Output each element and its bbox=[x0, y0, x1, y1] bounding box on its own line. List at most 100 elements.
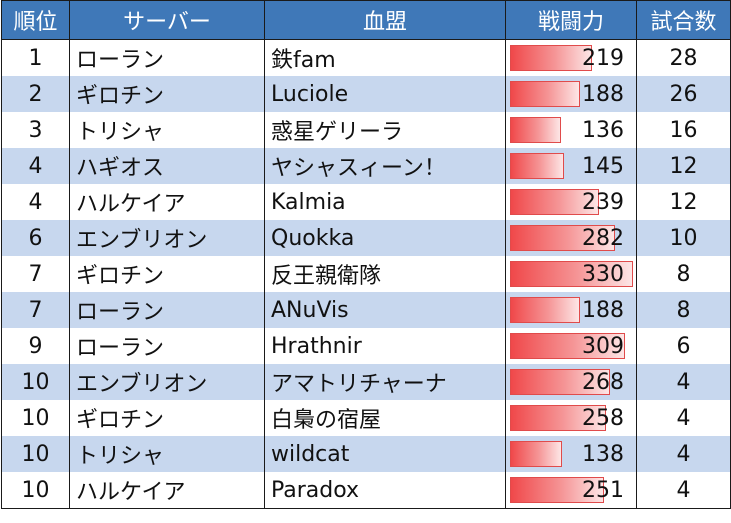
power-value: 282 bbox=[582, 225, 624, 251]
power-value: 145 bbox=[582, 153, 624, 179]
table-row: 4 ハルケイア Kalmia 239 12 bbox=[1, 184, 731, 220]
server-cell: ハルケイア bbox=[69, 184, 265, 220]
power-bar bbox=[510, 117, 561, 143]
rank-cell: 10 bbox=[1, 436, 70, 472]
guild-cell: Kalmia bbox=[264, 184, 506, 220]
rank-cell: 10 bbox=[1, 364, 70, 400]
power-value: 188 bbox=[582, 81, 624, 107]
header-rank: 順位 bbox=[1, 0, 70, 40]
power-bar bbox=[510, 153, 564, 179]
table-row: 10 ハルケイア Paradox 251 4 bbox=[1, 472, 731, 509]
guild-cell: Paradox bbox=[264, 472, 506, 509]
header-row: 順位 サーバー 血盟 戦闘力 試合数 bbox=[1, 0, 731, 40]
power-cell: 330 bbox=[505, 256, 637, 292]
guild-cell: Quokka bbox=[264, 220, 506, 256]
power-cell: 251 bbox=[505, 472, 637, 509]
power-value: 136 bbox=[582, 117, 624, 143]
power-value: 268 bbox=[582, 369, 624, 395]
server-cell: エンブリオン bbox=[69, 364, 265, 400]
matches-cell: 26 bbox=[636, 76, 731, 112]
power-value: 188 bbox=[582, 297, 624, 323]
table-row: 2 ギロチン Luciole 188 26 bbox=[1, 76, 731, 112]
server-cell: ギロチン bbox=[69, 76, 265, 112]
power-bar bbox=[510, 45, 592, 71]
server-cell: ハルケイア bbox=[69, 472, 265, 509]
power-bar bbox=[510, 81, 580, 107]
table-row: 7 ギロチン 反王親衛隊 330 8 bbox=[1, 256, 731, 292]
power-bar bbox=[510, 225, 615, 251]
power-value: 330 bbox=[582, 261, 624, 287]
server-cell: ローラン bbox=[69, 39, 265, 76]
power-cell: 188 bbox=[505, 292, 637, 328]
matches-cell: 4 bbox=[636, 472, 731, 509]
rank-cell: 7 bbox=[1, 292, 70, 328]
header-guild: 血盟 bbox=[264, 0, 506, 40]
server-cell: ギロチン bbox=[69, 400, 265, 436]
guild-cell: 鉄fam bbox=[264, 39, 506, 76]
power-bar bbox=[510, 441, 562, 467]
power-cell: 258 bbox=[505, 400, 637, 436]
power-bar bbox=[510, 477, 604, 503]
rank-cell: 4 bbox=[1, 184, 70, 220]
rank-cell: 9 bbox=[1, 328, 70, 364]
power-cell: 138 bbox=[505, 436, 637, 472]
power-cell: 239 bbox=[505, 184, 637, 220]
power-bar bbox=[510, 297, 580, 323]
table-row: 9 ローラン Hrathnir 309 6 bbox=[1, 328, 731, 364]
table-row: 7 ローラン ANuVis 188 8 bbox=[1, 292, 731, 328]
power-cell: 136 bbox=[505, 112, 637, 148]
guild-cell: Hrathnir bbox=[264, 328, 506, 364]
power-cell: 145 bbox=[505, 148, 637, 184]
table-row: 10 トリシャ wildcat 138 4 bbox=[1, 436, 731, 472]
rank-cell: 10 bbox=[1, 472, 70, 509]
power-value: 309 bbox=[582, 333, 624, 359]
guild-cell: 惑星ゲリーラ bbox=[264, 112, 506, 148]
server-cell: ギロチン bbox=[69, 256, 265, 292]
matches-cell: 10 bbox=[636, 220, 731, 256]
power-bar bbox=[510, 261, 633, 287]
power-bar bbox=[510, 189, 599, 215]
server-cell: ローラン bbox=[69, 328, 265, 364]
rank-cell: 6 bbox=[1, 220, 70, 256]
table-row: 3 トリシャ 惑星ゲリーラ 136 16 bbox=[1, 112, 731, 148]
server-cell: エンブリオン bbox=[69, 220, 265, 256]
matches-cell: 4 bbox=[636, 400, 731, 436]
rank-cell: 3 bbox=[1, 112, 70, 148]
guild-cell: ヤシャスィーン！ bbox=[264, 148, 506, 184]
matches-cell: 12 bbox=[636, 184, 731, 220]
header-power: 戦闘力 bbox=[505, 0, 637, 40]
power-cell: 309 bbox=[505, 328, 637, 364]
matches-cell: 8 bbox=[636, 256, 731, 292]
guild-cell: アマトリチャーナ bbox=[264, 364, 506, 400]
guild-cell: wildcat bbox=[264, 436, 506, 472]
matches-cell: 16 bbox=[636, 112, 731, 148]
guild-cell: 反王親衛隊 bbox=[264, 256, 506, 292]
power-value: 239 bbox=[582, 189, 624, 215]
table-row: 10 ギロチン 白梟の宿屋 258 4 bbox=[1, 400, 731, 436]
power-cell: 188 bbox=[505, 76, 637, 112]
table-row: 1 ローラン 鉄fam 219 28 bbox=[1, 39, 731, 76]
ranking-table: 順位 サーバー 血盟 戦闘力 試合数 1 ローラン 鉄fam 219 28 2 ギロチン Lu… bbox=[1, 0, 731, 509]
guild-cell: Luciole bbox=[264, 76, 506, 112]
rank-cell: 2 bbox=[1, 76, 70, 112]
table-row: 4 ハギオス ヤシャスィーン！ 145 12 bbox=[1, 148, 731, 184]
table-row: 10 エンブリオン アマトリチャーナ 268 4 bbox=[1, 364, 731, 400]
power-cell: 219 bbox=[505, 39, 637, 76]
matches-cell: 28 bbox=[636, 39, 731, 76]
matches-cell: 4 bbox=[636, 364, 731, 400]
server-cell: トリシャ bbox=[69, 112, 265, 148]
matches-cell: 12 bbox=[636, 148, 731, 184]
header-matches: 試合数 bbox=[636, 0, 731, 40]
rank-cell: 1 bbox=[1, 39, 70, 76]
rank-cell: 4 bbox=[1, 148, 70, 184]
power-value: 138 bbox=[582, 441, 624, 467]
power-bar bbox=[510, 405, 606, 431]
rank-cell: 7 bbox=[1, 256, 70, 292]
guild-cell: ANuVis bbox=[264, 292, 506, 328]
server-cell: ローラン bbox=[69, 292, 265, 328]
header-server: サーバー bbox=[69, 0, 265, 40]
matches-cell: 4 bbox=[636, 436, 731, 472]
server-cell: トリシャ bbox=[69, 436, 265, 472]
power-value: 258 bbox=[582, 405, 624, 431]
power-cell: 268 bbox=[505, 364, 637, 400]
